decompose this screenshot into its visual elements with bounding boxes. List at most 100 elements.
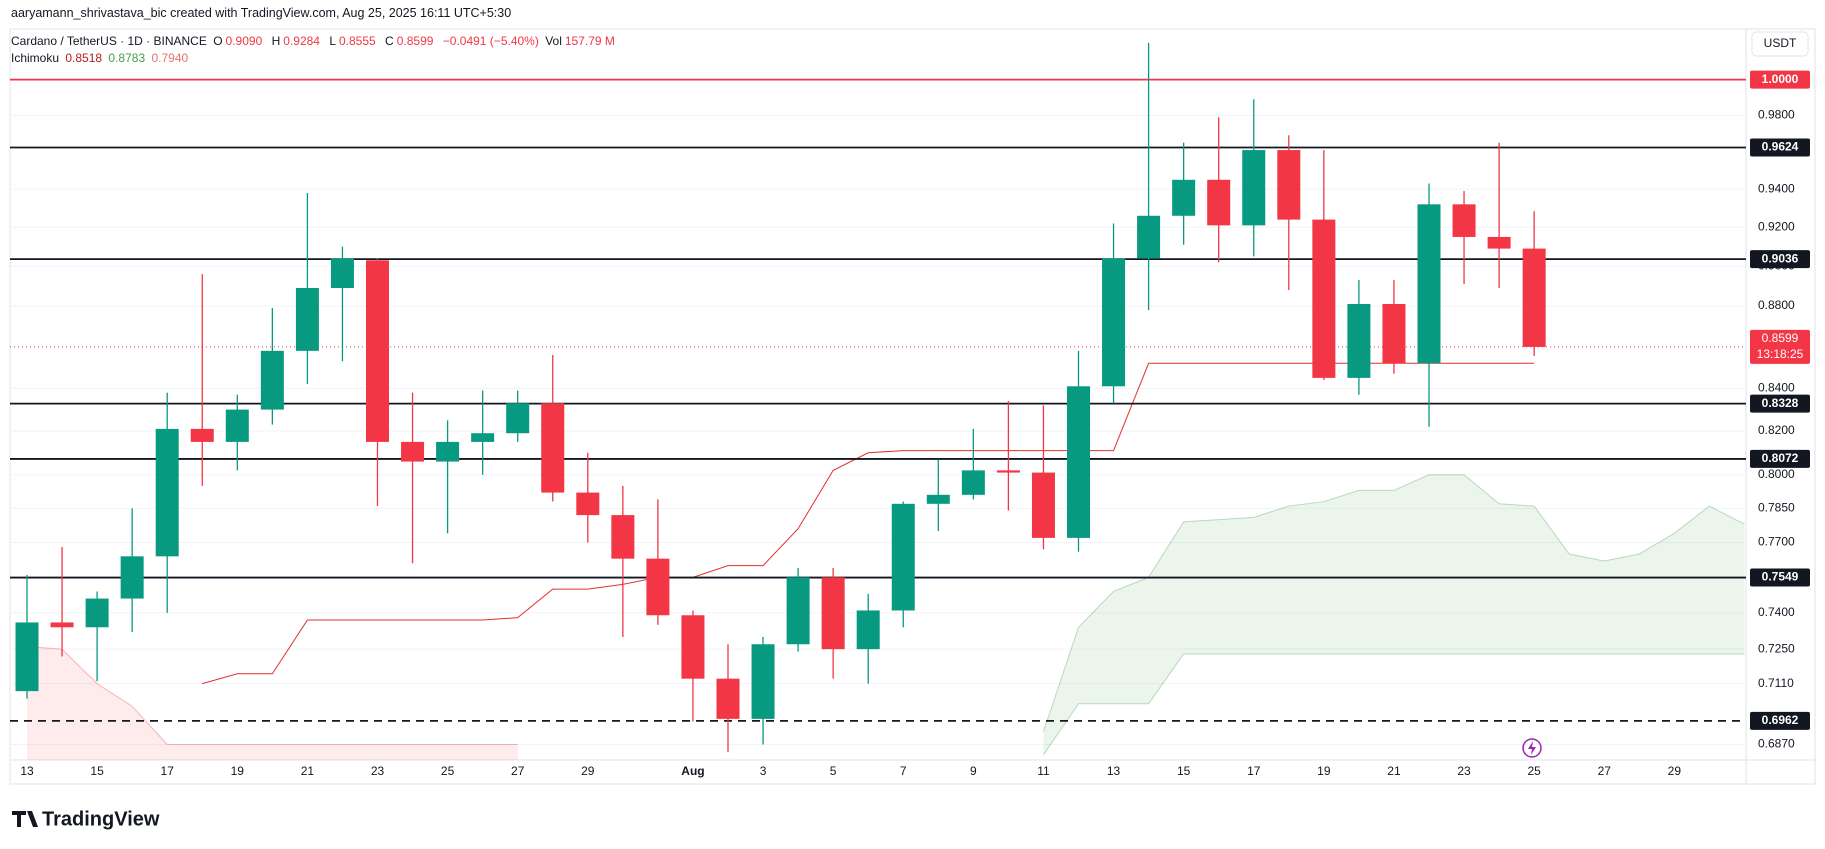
candle-body bbox=[85, 598, 109, 628]
level-label: 1.0000 bbox=[1762, 72, 1799, 86]
credit: aaryamann_shrivastava_bic created with T… bbox=[11, 6, 512, 20]
y-tick-label: 0.9800 bbox=[1758, 108, 1795, 122]
candle-body bbox=[50, 622, 74, 628]
candle-body bbox=[401, 441, 425, 462]
plot-area bbox=[10, 42, 1746, 760]
y-tick-label: 0.7250 bbox=[1758, 641, 1795, 655]
y-tick-label: 0.9200 bbox=[1758, 219, 1795, 233]
y-tick-label: 0.7700 bbox=[1758, 535, 1795, 549]
ohlc-value: 0.8599 bbox=[396, 34, 434, 48]
indicator-legend: Ichimoku 0.8518 0.8783 0.7940 bbox=[11, 51, 191, 65]
x-tick-label: 9 bbox=[970, 764, 977, 778]
candle-body bbox=[786, 577, 810, 645]
level-label: 0.8072 bbox=[1762, 451, 1799, 465]
candle-body bbox=[1031, 472, 1055, 538]
logo-mark bbox=[12, 811, 38, 827]
candle-body bbox=[1347, 303, 1371, 378]
ohlc-key: H bbox=[271, 34, 281, 48]
candle-body bbox=[295, 287, 319, 351]
x-tick-label: 29 bbox=[1668, 764, 1682, 778]
ohlc-key: C bbox=[385, 34, 394, 48]
x-tick-label: 21 bbox=[301, 764, 315, 778]
x-tick-label: 19 bbox=[1317, 764, 1331, 778]
y-tick-label: 0.7850 bbox=[1758, 500, 1795, 514]
cloud-edge bbox=[1042, 474, 1745, 732]
candle-body bbox=[856, 610, 880, 650]
candle-body bbox=[1382, 303, 1406, 364]
vol-key: Vol bbox=[545, 34, 562, 48]
candle-body bbox=[681, 615, 705, 679]
x-tick-label: 25 bbox=[1527, 764, 1541, 778]
ohlc-value: 0.8555 bbox=[339, 34, 376, 48]
level-label-box bbox=[1750, 250, 1810, 269]
x-tick-label: 13 bbox=[1107, 764, 1121, 778]
logo-text: TradingView bbox=[42, 808, 160, 830]
candle-body bbox=[541, 403, 565, 493]
candle-body bbox=[996, 470, 1020, 473]
candle-body bbox=[926, 494, 950, 504]
x-tick-label: 11 bbox=[1037, 764, 1050, 778]
candle-body bbox=[260, 350, 284, 410]
candle-body bbox=[576, 492, 600, 516]
candle-body bbox=[1102, 258, 1126, 387]
level-label-box bbox=[1750, 70, 1810, 89]
event-icon[interactable] bbox=[1522, 738, 1542, 758]
vol: 157.79 M bbox=[564, 34, 615, 48]
candle-body bbox=[120, 556, 144, 599]
y-tick-label: 0.8800 bbox=[1758, 298, 1795, 312]
event-bolt bbox=[1528, 741, 1536, 755]
x-tick-label: 27 bbox=[1598, 764, 1612, 778]
currency-box[interactable] bbox=[1751, 31, 1809, 57]
x-tick-label: 5 bbox=[830, 764, 837, 778]
candle-body bbox=[751, 644, 775, 719]
cloud-edge bbox=[26, 646, 518, 745]
level-label: 0.7549 bbox=[1762, 570, 1799, 584]
candle-body bbox=[611, 515, 635, 559]
indicator: Ichimoku bbox=[11, 51, 60, 65]
y-tick-label: 0.7110 bbox=[1758, 676, 1794, 690]
candle-body bbox=[1207, 179, 1231, 226]
level-label: 0.8328 bbox=[1762, 396, 1799, 410]
candle-body bbox=[1242, 150, 1266, 226]
level-label-box bbox=[1750, 394, 1810, 413]
x-tick-label: 15 bbox=[90, 764, 104, 778]
candle-body bbox=[471, 433, 495, 442]
x-tick-label: 13 bbox=[20, 764, 34, 778]
candle-body bbox=[190, 428, 214, 442]
kijun-line bbox=[202, 362, 1535, 685]
x-tick-label: 27 bbox=[511, 764, 525, 778]
x-tick-label: 7 bbox=[900, 764, 907, 778]
level-label: 0.6962 bbox=[1762, 713, 1799, 727]
candle-body bbox=[716, 678, 740, 719]
ichimoku-cloud bbox=[1043, 474, 1745, 755]
ohlc-key: L bbox=[329, 34, 336, 48]
x-tick-label: 29 bbox=[581, 764, 595, 778]
ohlc-value: 0.9090 bbox=[225, 34, 263, 48]
candle-body bbox=[1312, 219, 1336, 378]
x-tick-label: 23 bbox=[371, 764, 385, 778]
ohlc-value: 0.9284 bbox=[283, 34, 320, 48]
y-tick-label: 0.6870 bbox=[1758, 737, 1795, 751]
level-label: 0.9624 bbox=[1762, 140, 1799, 154]
y-tick-label: 0.9400 bbox=[1758, 181, 1795, 195]
candle-body bbox=[1522, 248, 1546, 347]
cloud-edge bbox=[1043, 653, 1745, 756]
ichimoku-cloud bbox=[27, 646, 518, 760]
candle-body bbox=[1452, 204, 1476, 237]
level-label-box bbox=[1750, 449, 1810, 468]
y-tick-label: 0.8000 bbox=[1758, 467, 1795, 481]
y-tick-label: 0.8400 bbox=[1758, 381, 1795, 395]
last-price-box bbox=[1750, 329, 1810, 364]
level-label-box bbox=[1750, 568, 1810, 587]
x-tick-label: 17 bbox=[161, 764, 175, 778]
x-tick-label: Aug bbox=[681, 764, 704, 778]
candle-body bbox=[646, 558, 670, 616]
x-tick-label: 25 bbox=[441, 764, 455, 778]
last-price-label: 0.8599 bbox=[1762, 331, 1799, 345]
candle-body bbox=[1417, 204, 1441, 364]
indicator-value: 0.8783 bbox=[108, 51, 146, 65]
candle-body bbox=[891, 503, 915, 611]
candle-body bbox=[506, 403, 530, 434]
